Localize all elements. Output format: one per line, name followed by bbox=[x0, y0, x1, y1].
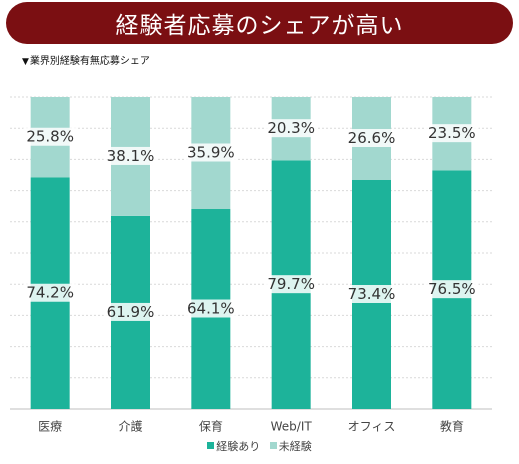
x-tick-label: 教育 bbox=[440, 419, 464, 434]
data-label-background bbox=[264, 275, 318, 294]
data-label-inexperienced: 26.6% bbox=[348, 129, 396, 147]
data-label-background bbox=[103, 146, 158, 165]
data-label-background bbox=[264, 119, 318, 138]
data-label-background bbox=[425, 280, 479, 299]
x-tick-label: Web/IT bbox=[271, 420, 313, 434]
data-label-background bbox=[23, 283, 77, 302]
chart-title: 経験者応募のシェアが高い bbox=[115, 13, 404, 39]
x-tick-label: 保育 bbox=[199, 419, 223, 434]
data-label-experienced: 79.7% bbox=[267, 275, 315, 293]
data-label-background bbox=[184, 143, 238, 162]
chart-subtitle-text: 業界別経験有無応募シェア bbox=[29, 56, 150, 67]
data-label-experienced: 76.5% bbox=[428, 280, 476, 298]
legend-item-inexperienced: 未経験 bbox=[269, 438, 312, 454]
data-label-inexperienced: 23.5% bbox=[428, 124, 476, 142]
chart-subtitle: ▼業界別経験有無応募シェア bbox=[22, 52, 150, 67]
data-label-background bbox=[344, 284, 399, 303]
data-label-background bbox=[103, 302, 158, 321]
triangle-marker-icon: ▼ bbox=[22, 57, 29, 67]
data-label-inexperienced: 35.9% bbox=[187, 144, 235, 162]
data-label-background bbox=[184, 299, 238, 318]
data-label-inexperienced: 20.3% bbox=[267, 119, 315, 137]
legend-label-inexperienced: 未経験 bbox=[278, 440, 312, 453]
legend-swatch-inexperienced bbox=[269, 442, 277, 449]
data-label-experienced: 61.9% bbox=[107, 303, 155, 321]
data-label-background bbox=[425, 124, 479, 143]
data-label-experienced: 64.1% bbox=[187, 300, 235, 318]
legend-swatch-experienced bbox=[207, 442, 215, 449]
x-tick-label: 医療 bbox=[38, 420, 62, 434]
data-label-experienced: 73.4% bbox=[348, 285, 396, 303]
legend-label-experienced: 経験あり bbox=[216, 440, 261, 453]
data-label-inexperienced: 38.1% bbox=[107, 147, 155, 165]
data-label-background bbox=[23, 127, 77, 146]
data-label-inexperienced: 25.8% bbox=[26, 128, 74, 146]
chart-title-banner: 経験者応募のシェアが高い bbox=[6, 2, 513, 44]
x-tick-label: 介護 bbox=[118, 419, 142, 434]
chart-legend: 経験あり 未経験 bbox=[0, 438, 519, 454]
data-label-background bbox=[344, 128, 399, 147]
x-tick-label: オフィス bbox=[348, 420, 396, 434]
data-label-experienced: 74.2% bbox=[26, 284, 74, 302]
legend-item-experienced: 経験あり bbox=[207, 438, 260, 454]
